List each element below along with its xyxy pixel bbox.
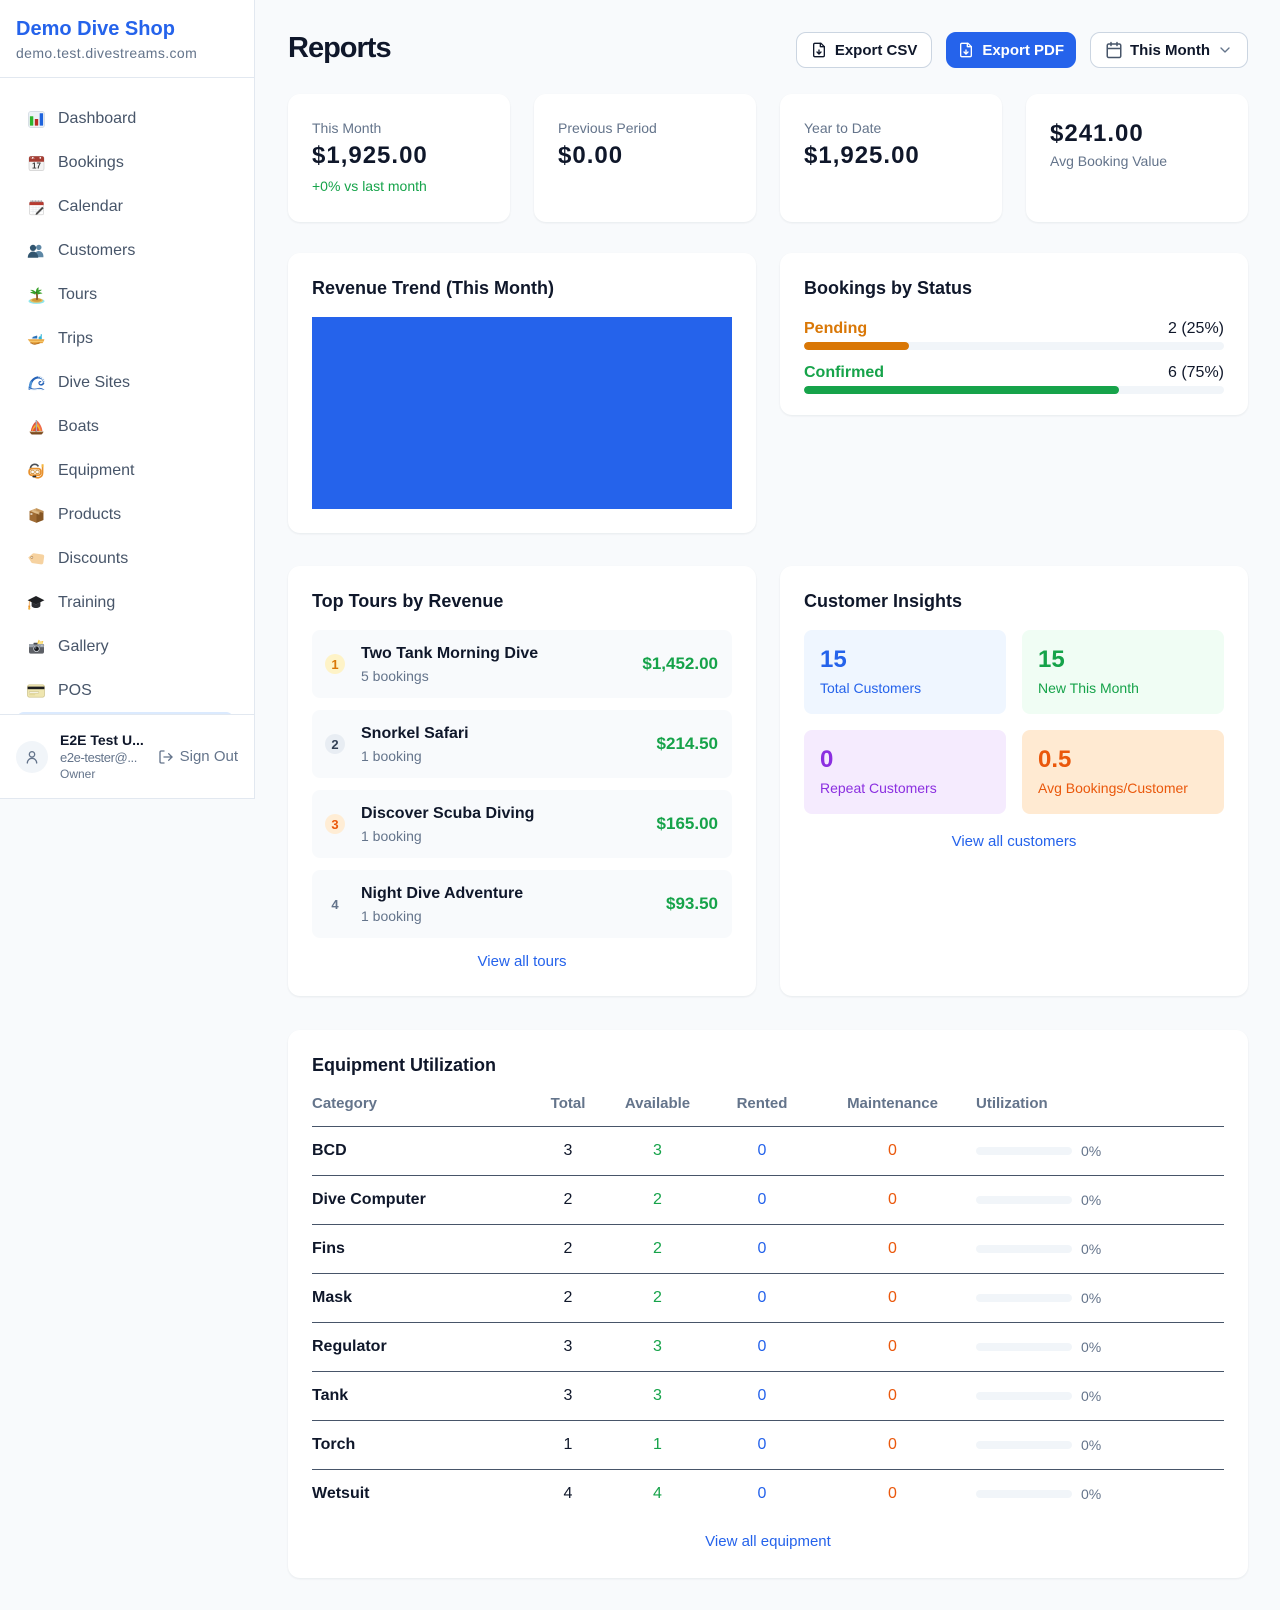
- svg-text:17: 17: [32, 161, 41, 170]
